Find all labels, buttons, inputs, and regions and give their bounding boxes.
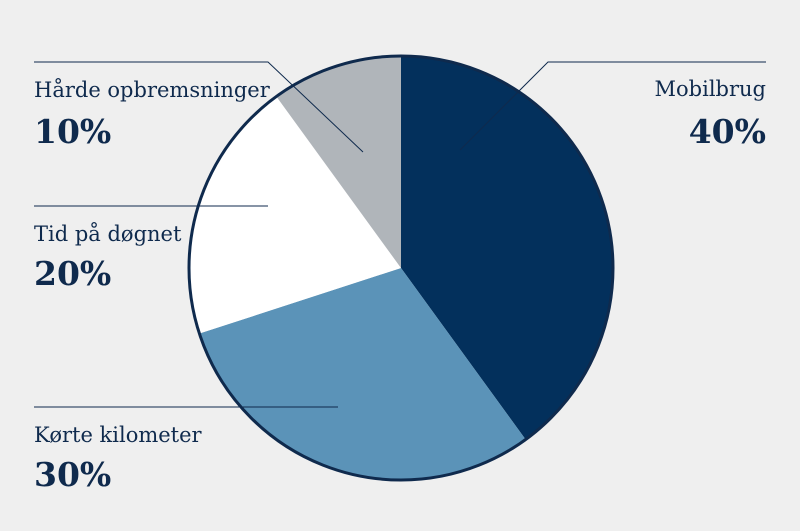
label-mobilbrug: Mobilbrug <box>655 77 766 101</box>
label-haarde-opbremsninger: Hårde opbremsninger <box>34 78 271 102</box>
label-korte-kilometer: Kørte kilometer <box>34 423 203 447</box>
label-tid-paa-doegnet: Tid på døgnet <box>34 222 182 246</box>
pie-slice-harde-opbremsninger <box>276 56 401 268</box>
pie-slice-tid-pa-dognet <box>189 96 401 334</box>
pie-slice-mobilbrug <box>401 56 614 440</box>
value-korte-kilometer: 30% <box>34 455 111 494</box>
value-tid-paa-doegnet: 20% <box>34 254 111 293</box>
value-haarde-opbremsninger: 10% <box>34 112 111 151</box>
leader-lines <box>34 61 766 408</box>
pie-slice-korte-kilometer <box>199 268 526 480</box>
value-mobilbrug: 40% <box>689 112 766 151</box>
pie-outline <box>187 54 615 482</box>
leader-haarde-opbremsninger <box>34 61 364 153</box>
pie-slices <box>189 56 614 480</box>
leader-mobilbrug <box>459 61 766 151</box>
